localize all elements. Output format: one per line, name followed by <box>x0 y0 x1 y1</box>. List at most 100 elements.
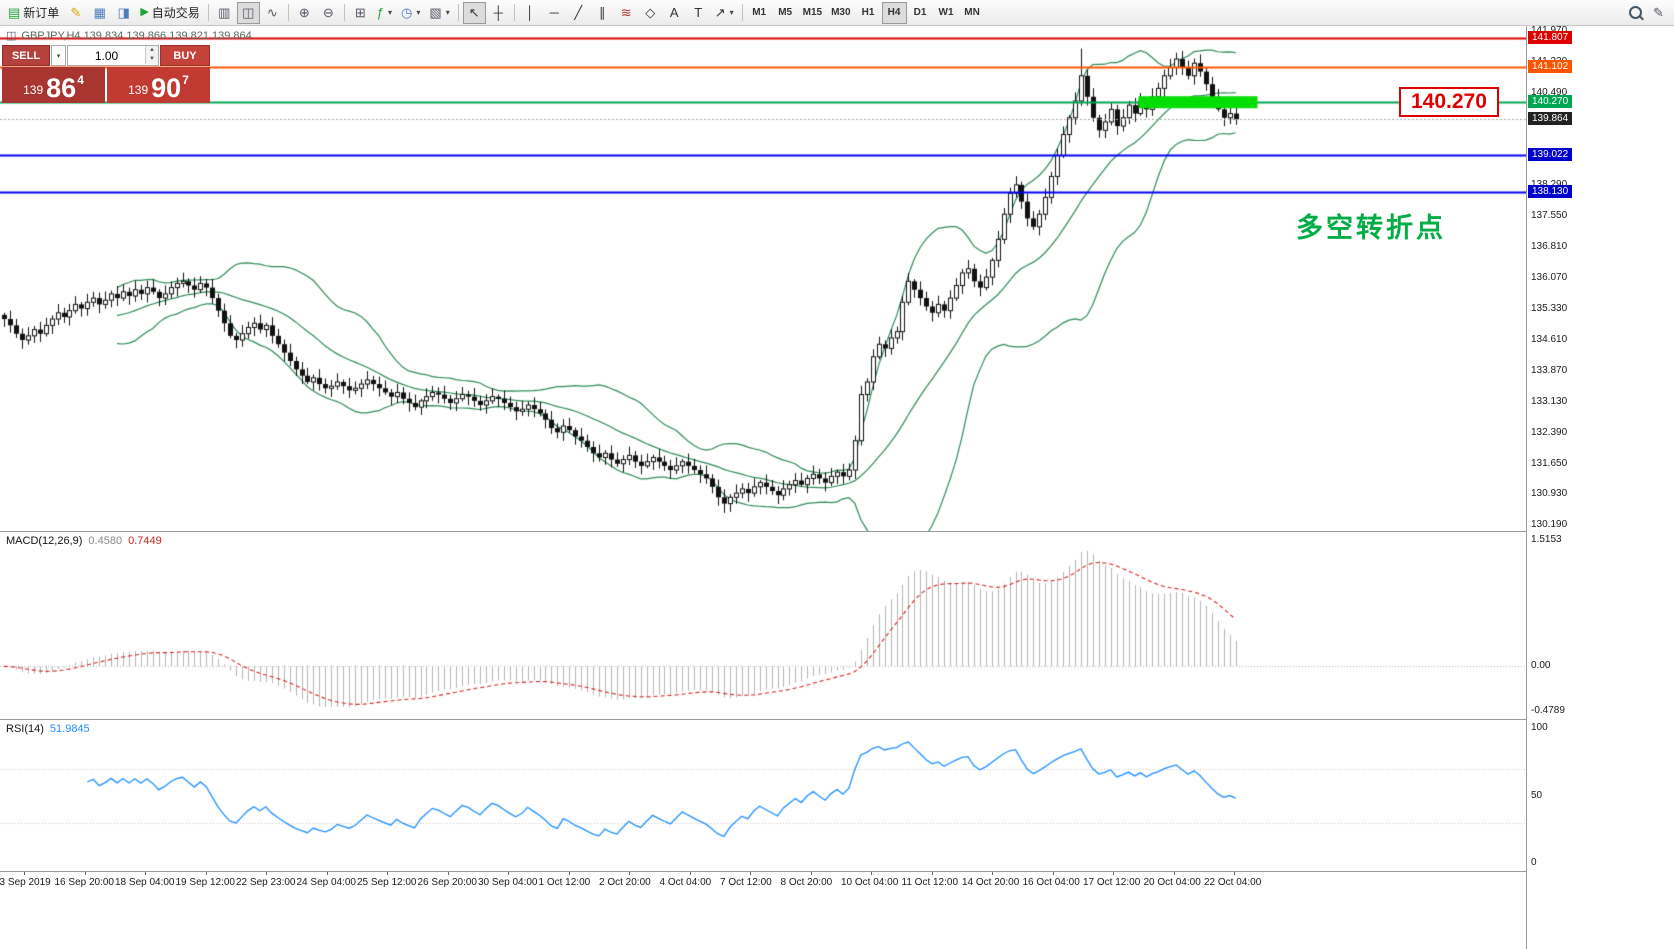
clock-icon: ◷ <box>401 5 413 20</box>
time-axis-label: 4 Oct 04:00 <box>659 877 712 888</box>
tile-windows-icon: ⊞ <box>354 5 366 20</box>
new-order-button[interactable]: ▤ 新订单 <box>4 2 63 24</box>
volume-box: ▲▼ <box>67 45 159 66</box>
candlestick-chart-button[interactable]: ◫ <box>236 1 260 24</box>
buy-price-pips: 90 <box>151 73 182 104</box>
toolbar-separator <box>343 4 345 21</box>
time-axis-label: 14 Oct 20:00 <box>962 877 1020 888</box>
panel-separator[interactable] <box>0 719 1674 720</box>
market-watch-button[interactable]: ✎ <box>64 2 87 24</box>
time-axis-tick <box>568 872 570 875</box>
fibonacci-button[interactable]: ≋ <box>615 2 638 24</box>
new-order-icon: ▤ <box>8 5 21 20</box>
templates-icon: ▧ <box>429 5 442 20</box>
horizontal-line-button[interactable]: ─ <box>543 2 566 24</box>
sell-price-point: 4 <box>77 73 84 87</box>
toolbar-separator <box>741 4 743 21</box>
volume-stepper[interactable]: ▲ ▼ <box>145 46 158 65</box>
timeframe-d1-button[interactable]: D1 <box>908 2 933 24</box>
macd-scale-label: -0.4789 <box>1531 705 1565 716</box>
zoom-out-button[interactable]: ⊖ <box>317 2 340 24</box>
macd-panel-canvas[interactable] <box>0 532 1526 719</box>
arrows-button[interactable]: ↗ ▾ <box>711 2 738 24</box>
bar-chart-button[interactable]: ▥ <box>213 2 236 24</box>
crosshair-button[interactable]: ┼ <box>487 2 510 24</box>
time-axis-tick <box>205 872 207 875</box>
stepper-up-icon[interactable]: ▲ <box>145 46 158 55</box>
time-axis-tick <box>326 872 328 875</box>
vertical-line-button[interactable]: │ <box>519 2 542 24</box>
rsi-name: RSI(14) <box>6 723 44 735</box>
stepper-down-icon[interactable]: ▼ <box>145 55 158 64</box>
edit-button[interactable]: ✎ <box>1647 2 1670 24</box>
price-callout-box[interactable]: 140.270 <box>1399 87 1499 117</box>
chart-annotation-text[interactable]: 多空转折点 <box>1296 213 1446 243</box>
data-window-button[interactable]: ▦ <box>88 2 111 24</box>
buy-price-display[interactable]: 139 90 7 <box>107 67 210 103</box>
autotrading-button[interactable]: ▶ 自动交易 <box>136 2 203 24</box>
symbol-icon: ◫ <box>6 29 17 42</box>
text-label-button[interactable]: T <box>687 2 710 24</box>
text-button[interactable]: A <box>663 2 686 24</box>
main-chart-canvas[interactable] <box>0 26 1526 531</box>
navigator-button[interactable]: ◨ <box>112 2 135 24</box>
shapes-button[interactable]: ◇ <box>639 2 662 24</box>
candlestick-chart-icon: ◫ <box>242 5 255 20</box>
volume-input[interactable] <box>68 46 145 65</box>
price-tag: 141.807 <box>1528 30 1573 44</box>
timeframe-m5-button[interactable]: M5 <box>773 2 798 24</box>
cursor-button[interactable]: ↖ <box>462 1 486 24</box>
crosshair-icon: ┼ <box>493 5 503 20</box>
timeframe-m30-button[interactable]: M30 <box>827 2 854 24</box>
timeframe-h1-button[interactable]: H1 <box>856 2 881 24</box>
dropdown-arrow-icon: ▾ <box>445 8 450 17</box>
timeframe-m1-button[interactable]: M1 <box>747 2 772 24</box>
price-axis-label: 133.870 <box>1531 364 1568 376</box>
zoom-in-button[interactable]: ⊕ <box>293 2 316 24</box>
time-axis-label: 30 Sep 04:00 <box>478 877 538 888</box>
search-icon <box>1629 6 1642 19</box>
search-button[interactable] <box>1624 2 1647 24</box>
time-axis-label: 22 Sep 23:00 <box>236 877 296 888</box>
new-order-label: 新订单 <box>23 6 60 20</box>
volume-dropdown[interactable]: ▾ <box>51 45 66 66</box>
trendline-icon: ╱ <box>574 5 583 20</box>
channel-button[interactable]: ∥ <box>591 2 614 24</box>
time-axis-label: 22 Oct 04:00 <box>1204 877 1262 888</box>
trendline-button[interactable]: ╱ <box>567 2 590 24</box>
toolbar-separator <box>207 4 209 21</box>
sell-price-pips: 86 <box>46 73 77 104</box>
buy-price-point: 7 <box>182 73 189 87</box>
price-tag: 140.270 <box>1528 95 1573 109</box>
sell-button[interactable]: SELL <box>2 45 50 66</box>
timeframe-w1-button[interactable]: W1 <box>934 2 959 24</box>
timeframe-mn-button[interactable]: MN <box>960 2 985 24</box>
rsi-scale-label: 0 <box>1531 857 1537 868</box>
timeframe-m15-button[interactable]: M15 <box>799 2 826 24</box>
indicators-button[interactable]: ƒ ▾ <box>373 2 396 24</box>
price-tag: 139.864 <box>1528 112 1573 126</box>
line-chart-button[interactable]: ∿ <box>261 2 284 24</box>
price-axis-label: 130.930 <box>1531 487 1568 499</box>
ohlc-text: GBPJPY,H4 139.834 139.866 139.821 139.86… <box>21 30 252 42</box>
horizontal-line-icon: ─ <box>549 5 559 20</box>
chart-ohlc-readout: ◫ GBPJPY,H4 139.834 139.866 139.821 139.… <box>6 30 252 42</box>
periods-button[interactable]: ◷ ▾ <box>397 2 424 24</box>
price-axis[interactable]: 130.190 130.930 131.650 132.390 133.130 133.8… <box>1526 25 1674 949</box>
macd-signal-value: 0.7449 <box>128 535 162 547</box>
buy-button[interactable]: BUY <box>160 45 210 66</box>
toolbar-separator <box>457 4 459 21</box>
tile-windows-button[interactable]: ⊞ <box>349 2 372 24</box>
sell-price-display[interactable]: 139 86 4 <box>2 67 105 103</box>
templates-button[interactable]: ▧ ▾ <box>425 2 453 24</box>
macd-label: MACD(12,26,9) 0.4580 0.7449 <box>6 535 162 547</box>
time-axis-label: 16 Oct 04:00 <box>1022 877 1080 888</box>
panel-separator[interactable] <box>0 531 1674 532</box>
timeframe-h4-button[interactable]: H4 <box>881 1 907 24</box>
rsi-label: RSI(14) 51.9845 <box>6 723 90 735</box>
rsi-panel-canvas[interactable] <box>0 720 1526 871</box>
crayon-icon: ✎ <box>70 5 82 20</box>
bar-chart-icon: ▥ <box>218 5 231 20</box>
time-axis-tick <box>871 872 872 875</box>
